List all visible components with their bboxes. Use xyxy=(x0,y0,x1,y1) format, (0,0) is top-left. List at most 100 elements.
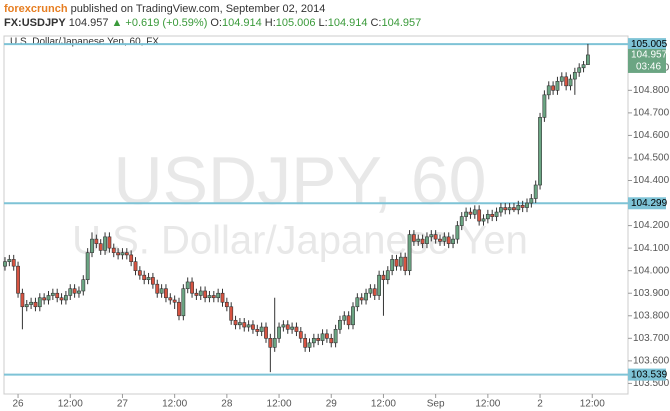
candle-body xyxy=(355,297,360,308)
candle-body xyxy=(198,290,203,296)
candle-body xyxy=(390,259,395,271)
candle-body xyxy=(124,252,129,256)
candle-body xyxy=(94,238,99,244)
watermark-sub: U.S. Dollar/Japanese Yen xyxy=(72,219,528,263)
candle-body xyxy=(77,290,81,294)
candle-body xyxy=(64,295,68,301)
candle-body xyxy=(307,342,312,348)
level-tag xyxy=(628,368,666,381)
candle-body xyxy=(572,71,577,80)
x-tick-label: 12:00 xyxy=(580,399,605,410)
candle-body xyxy=(46,295,51,301)
x-tick-label: 2 xyxy=(537,399,543,410)
candle-body xyxy=(72,288,77,294)
candle-body xyxy=(120,252,125,256)
candle-body xyxy=(68,288,73,296)
candle-body xyxy=(551,85,556,91)
candle-body xyxy=(320,333,325,341)
candle-body xyxy=(525,202,529,208)
level-label: 104.299 xyxy=(631,198,668,209)
y-tick-label: 103.500 xyxy=(633,378,670,389)
watermark: USDJPY, 60 xyxy=(114,143,487,219)
candle-body xyxy=(446,236,451,244)
candle-body xyxy=(85,252,90,281)
candle-body xyxy=(277,326,281,339)
candle-body xyxy=(485,214,490,220)
candle-body xyxy=(372,288,377,296)
candle-body xyxy=(420,238,425,244)
candle-body xyxy=(338,319,342,330)
published: published on TradingView.com, September … xyxy=(70,3,326,15)
price-tag xyxy=(628,48,666,73)
level-label: 105.005 xyxy=(631,39,668,50)
level-tag xyxy=(628,197,666,210)
publish-line: forexcrunch published on TradingView.com,… xyxy=(4,3,328,15)
candle-body xyxy=(512,207,516,211)
ohlc-value: 104.914 xyxy=(221,17,262,29)
candle-body xyxy=(229,306,234,321)
candle-body xyxy=(3,261,7,267)
candle-body xyxy=(177,301,181,317)
candle-body xyxy=(416,238,421,242)
ohlc-label: L: xyxy=(318,17,328,29)
y-tick-label: 104.000 xyxy=(633,265,670,276)
price-label: 104.957 xyxy=(631,50,668,61)
candle-body xyxy=(459,216,464,226)
candle-body xyxy=(155,283,160,294)
candle-body xyxy=(507,207,512,211)
candle-body xyxy=(164,288,168,299)
candle-body xyxy=(455,225,460,240)
y-tick-label: 103.600 xyxy=(633,356,670,367)
candle-body xyxy=(351,306,355,326)
candle-body xyxy=(111,247,116,253)
candle-body xyxy=(285,324,290,330)
candle-body xyxy=(481,218,486,222)
x-tick-label: Sep xyxy=(427,399,445,410)
candle-body xyxy=(407,234,412,271)
candle-body xyxy=(220,292,225,303)
candle-body xyxy=(185,281,190,290)
x-tick-label: 12:00 xyxy=(162,399,187,410)
candle-body xyxy=(316,338,321,341)
arrow: ▲ xyxy=(111,17,123,29)
candle-body xyxy=(20,292,25,308)
x-tick-label: 28 xyxy=(221,399,233,410)
y-tick-label: 104.400 xyxy=(633,175,670,186)
candle-body xyxy=(294,326,299,332)
candle-body xyxy=(203,290,208,299)
candle-body xyxy=(142,274,147,281)
candle-body xyxy=(520,205,525,208)
candle-body xyxy=(377,274,382,296)
candle-body xyxy=(29,301,34,305)
y-tick-label: 104.100 xyxy=(633,243,670,254)
candle-body xyxy=(238,322,242,326)
candle-body xyxy=(311,338,316,344)
candle-body xyxy=(381,274,386,281)
candle-body xyxy=(37,297,42,308)
candle-body xyxy=(255,328,260,332)
candle-body xyxy=(503,207,508,211)
candle-body xyxy=(564,76,569,87)
candle-body xyxy=(159,288,164,294)
candle-body xyxy=(98,243,103,251)
candle-body xyxy=(242,322,247,328)
candle-body xyxy=(59,297,64,301)
candle-body xyxy=(342,315,347,321)
candle-body xyxy=(529,198,534,204)
candle-body xyxy=(438,238,442,242)
candle-body xyxy=(16,265,20,294)
price: 104.957 xyxy=(68,17,109,29)
candle-body xyxy=(90,238,94,253)
candle-body xyxy=(55,292,60,299)
candle-body xyxy=(498,207,503,213)
author[interactable]: forexcrunch xyxy=(4,3,68,15)
candle-body xyxy=(555,81,560,91)
candle-body xyxy=(542,94,547,118)
x-tick-label: 26 xyxy=(12,399,24,410)
candle-body xyxy=(233,319,238,326)
candle-body xyxy=(346,315,351,326)
candle-body xyxy=(168,297,173,301)
candle-body xyxy=(259,326,264,332)
x-tick-label: 12:00 xyxy=(58,399,83,410)
